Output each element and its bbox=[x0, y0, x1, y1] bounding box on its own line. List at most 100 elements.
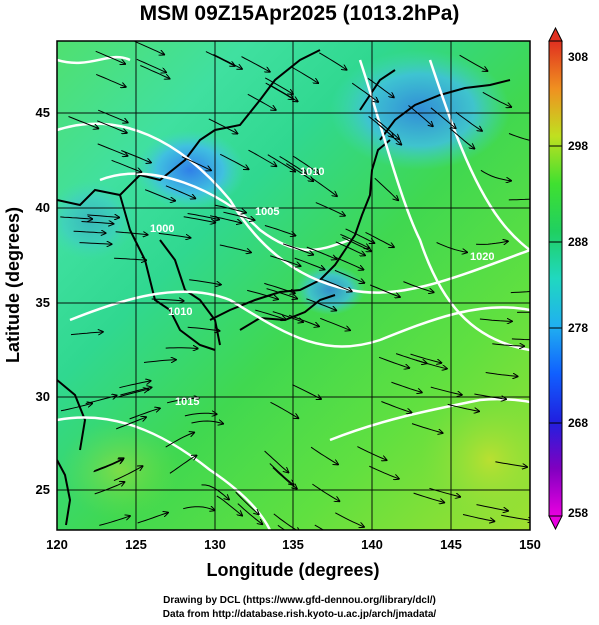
streamline bbox=[517, 311, 530, 313]
streamline bbox=[462, 514, 494, 522]
streamline bbox=[315, 202, 345, 216]
isobar-label: 1000 bbox=[150, 223, 174, 235]
warm-region bbox=[420, 390, 530, 530]
streamline bbox=[95, 50, 125, 64]
streamline bbox=[474, 393, 506, 399]
streamline bbox=[205, 51, 235, 66]
coastlines bbox=[57, 49, 511, 526]
streamline bbox=[70, 332, 103, 335]
streamline bbox=[270, 401, 299, 418]
x-axis-title: Longitude (degrees) bbox=[206, 560, 379, 580]
y-tick-label: 30 bbox=[36, 389, 50, 404]
streamline bbox=[94, 482, 125, 495]
colorbar: 308 298 288 278 268 258 bbox=[548, 26, 588, 531]
streamline bbox=[436, 242, 467, 253]
isobar-label: 1005 bbox=[255, 206, 279, 218]
streamline bbox=[191, 421, 224, 424]
streamline bbox=[351, 82, 378, 102]
streamline bbox=[286, 163, 313, 182]
streamline bbox=[495, 461, 527, 467]
streamline bbox=[140, 65, 169, 79]
streamline bbox=[187, 326, 220, 331]
streamline bbox=[115, 232, 148, 235]
streamline bbox=[73, 231, 106, 233]
y-axis-title: Latitude (degrees) bbox=[3, 207, 23, 363]
streamline bbox=[321, 278, 352, 291]
streamline bbox=[277, 524, 286, 530]
streamline bbox=[85, 396, 117, 405]
streamline bbox=[310, 446, 338, 464]
streamline bbox=[97, 143, 128, 156]
colorbar-scale bbox=[548, 40, 563, 517]
streamline bbox=[429, 487, 460, 497]
streamline bbox=[119, 381, 150, 389]
streamline bbox=[143, 360, 176, 363]
streamline bbox=[144, 189, 175, 201]
streamline bbox=[374, 177, 398, 200]
streamline bbox=[403, 281, 433, 293]
credit-data: Data from http://database.rish.kyoto-u.a… bbox=[162, 609, 437, 620]
streamline bbox=[158, 232, 191, 237]
streamline bbox=[60, 217, 92, 219]
streamline bbox=[79, 243, 112, 245]
streamline bbox=[129, 408, 160, 420]
chart-title: MSM 09Z15Apr2025 (1013.2hPa) bbox=[139, 2, 460, 25]
streamline bbox=[320, 317, 350, 330]
streamline bbox=[290, 65, 318, 83]
streamline bbox=[345, 228, 375, 243]
streamline bbox=[479, 319, 512, 321]
streamline bbox=[378, 356, 409, 368]
streamline bbox=[367, 77, 394, 97]
colorbar-tick-label: 278 bbox=[568, 321, 588, 335]
streamline bbox=[391, 381, 421, 392]
warm-region bbox=[60, 420, 180, 520]
streamline bbox=[201, 484, 230, 500]
streamline bbox=[340, 233, 369, 248]
streamline bbox=[333, 256, 363, 270]
streamline bbox=[187, 213, 219, 220]
streamline bbox=[247, 93, 276, 110]
isobar-label: 1010 bbox=[168, 306, 192, 318]
streamline bbox=[335, 241, 365, 255]
streamline bbox=[374, 117, 399, 139]
streamline bbox=[294, 257, 325, 269]
streamline bbox=[449, 127, 475, 148]
cold-region bbox=[330, 50, 510, 170]
colorbar-tick-label: 258 bbox=[568, 506, 588, 520]
streamline bbox=[430, 386, 462, 395]
streamline bbox=[279, 155, 307, 173]
streamline bbox=[165, 185, 195, 199]
streamline bbox=[235, 491, 259, 514]
streamline bbox=[312, 483, 339, 501]
y-axis: 25 30 35 40 45 Latitude (degrees) bbox=[3, 105, 50, 497]
colorbar-tick-label: 268 bbox=[568, 416, 588, 430]
streamline bbox=[510, 291, 530, 294]
x-axis: 120 125 130 135 140 145 150 Longitude (d… bbox=[46, 537, 541, 580]
streamline bbox=[208, 118, 238, 134]
x-tick-label: 135 bbox=[282, 537, 304, 552]
streamline bbox=[247, 289, 278, 299]
streamline bbox=[476, 241, 508, 244]
streamline bbox=[319, 52, 346, 70]
streamline bbox=[137, 513, 168, 524]
streamline bbox=[511, 338, 530, 341]
plot-frame bbox=[56, 40, 531, 531]
y-tick-label: 45 bbox=[36, 105, 50, 120]
streamline bbox=[151, 299, 184, 301]
streamline bbox=[411, 423, 443, 433]
streamline bbox=[165, 433, 194, 448]
streamline bbox=[213, 54, 242, 69]
y-tick-label: 25 bbox=[36, 482, 50, 497]
streamline bbox=[459, 54, 488, 71]
streamline bbox=[98, 109, 128, 122]
streamline bbox=[455, 111, 482, 131]
streamline bbox=[266, 288, 298, 299]
map-plot-area: 1000 1010 1015 1020 1010 1005 bbox=[57, 41, 530, 530]
streamline bbox=[334, 269, 364, 283]
streamline bbox=[60, 403, 92, 412]
streamline bbox=[81, 222, 114, 224]
colorbar-tick-label: 298 bbox=[568, 139, 588, 153]
x-tick-label: 140 bbox=[361, 537, 383, 552]
streamline bbox=[476, 504, 508, 511]
streamline bbox=[68, 116, 99, 129]
